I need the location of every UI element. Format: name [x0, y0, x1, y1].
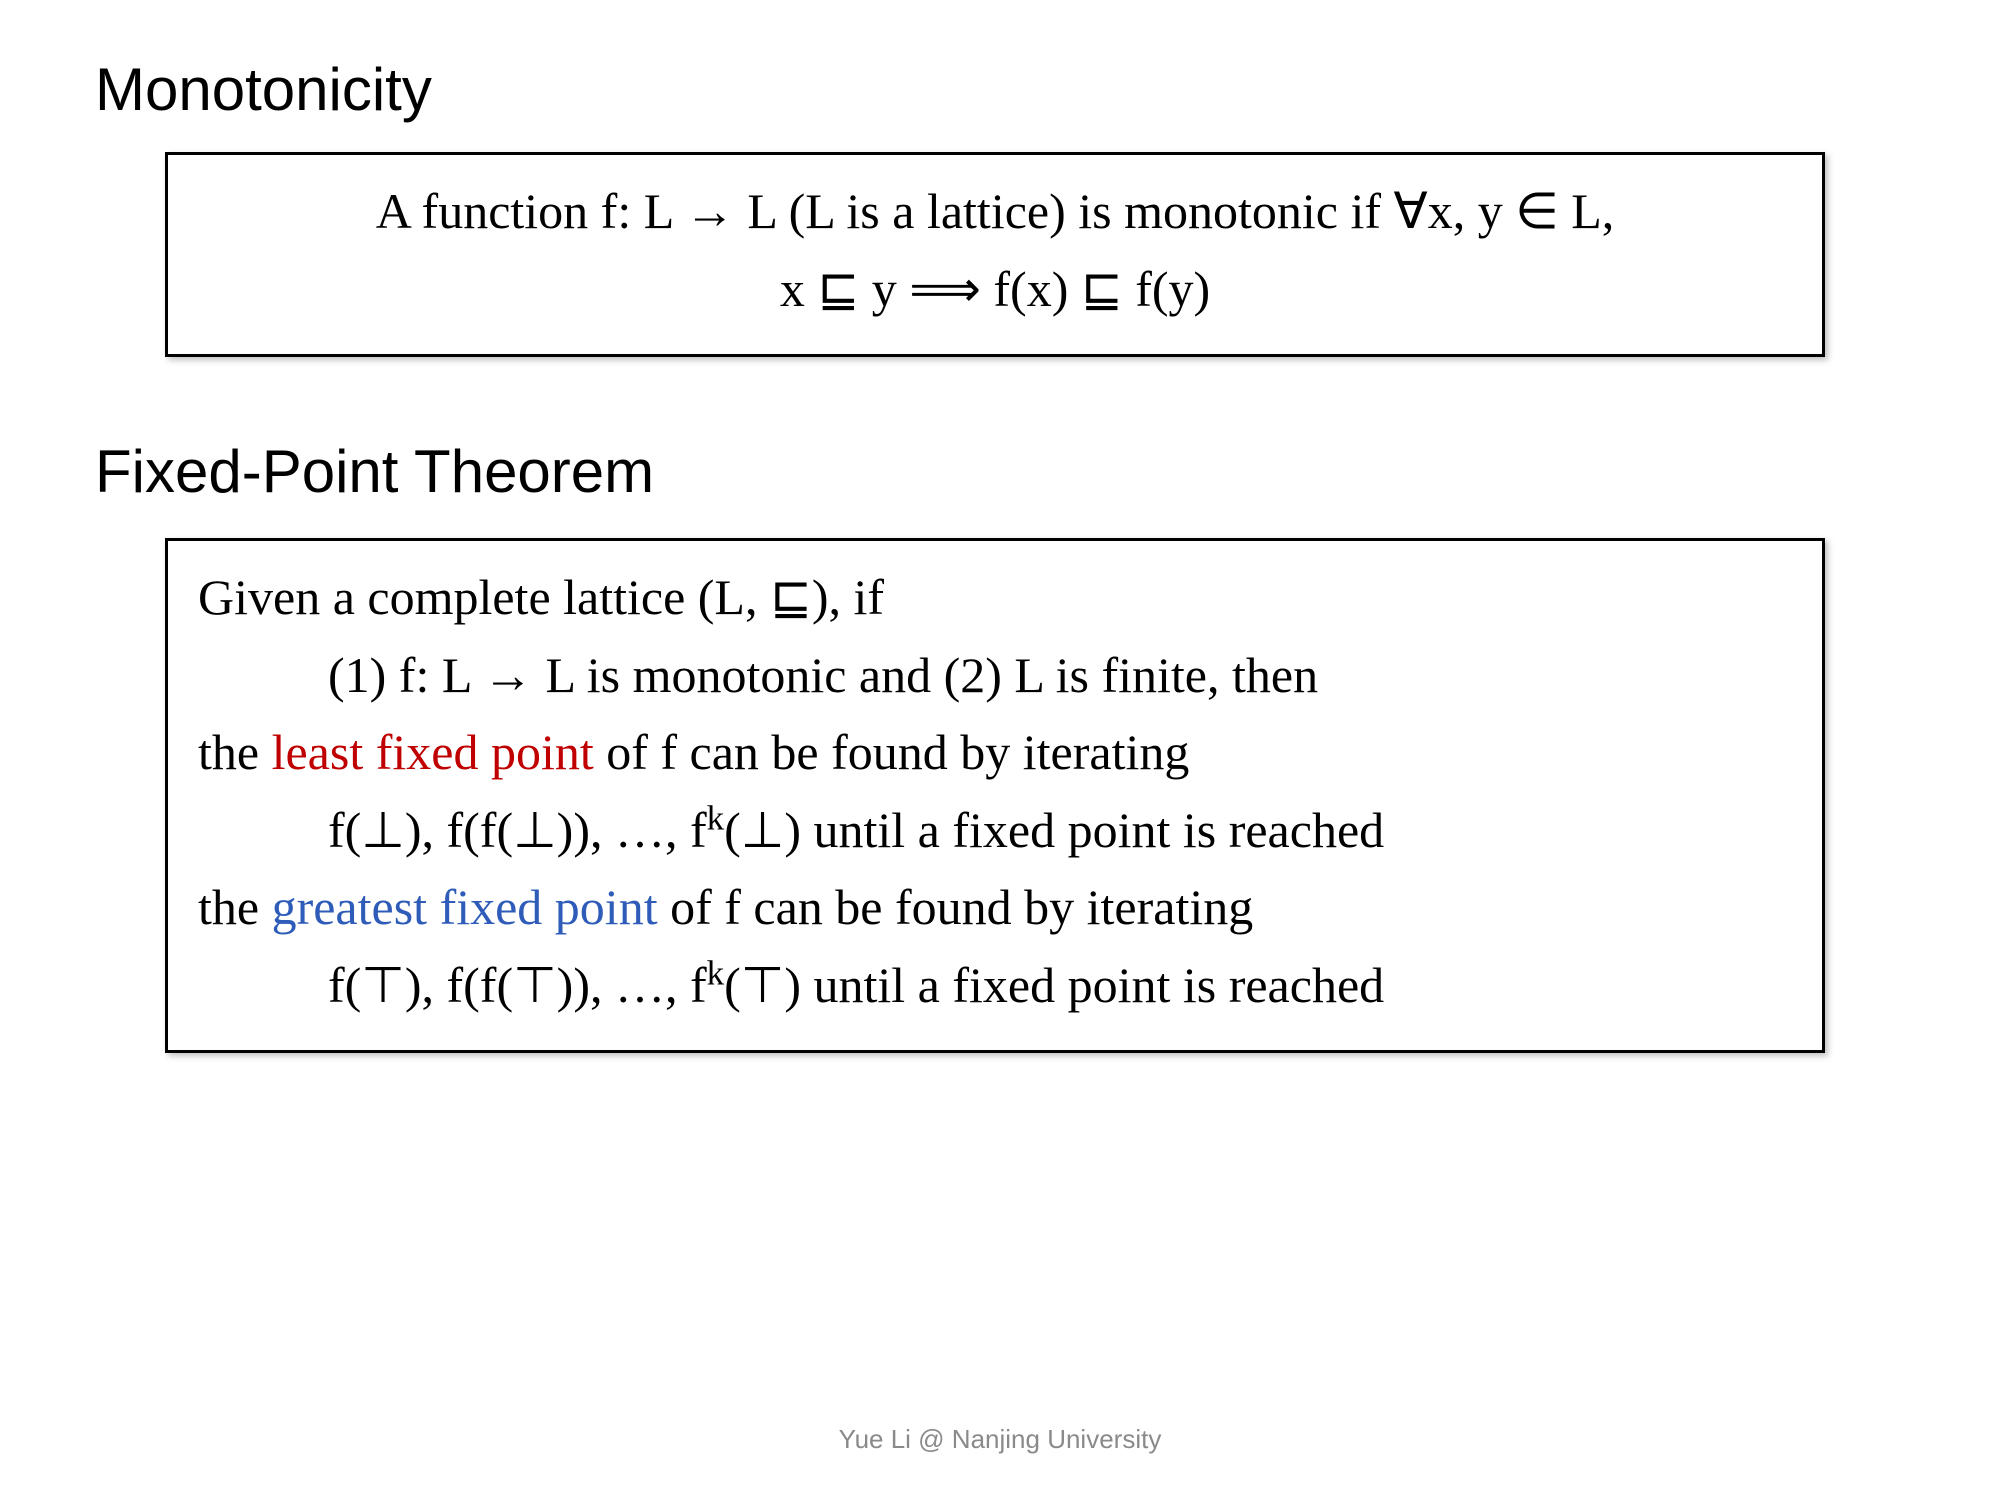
- monotonicity-box: A function f: L → L (L is a lattice) is …: [165, 152, 1825, 357]
- fp-line4: f(⊥), f(f(⊥)), …, fk(⊥) until a fixed po…: [198, 792, 1792, 870]
- heading-fixed-point: Fixed-Point Theorem: [95, 437, 1905, 506]
- fp-l5-a: the: [198, 879, 272, 935]
- mono-line1: A function f: L → L (L is a lattice) is …: [198, 173, 1792, 251]
- fp-l3-a: the: [198, 724, 272, 780]
- least-fixed-point-text: least fixed point: [272, 724, 594, 780]
- fp-line5: the greatest fixed point of f can be fou…: [198, 869, 1792, 947]
- fp-line2: (1) f: L → L is monotonic and (2) L is f…: [198, 637, 1792, 715]
- fp-l5-b: of f can be found by iterating: [658, 879, 1254, 935]
- slide: Monotonicity A function f: L → L (L is a…: [0, 0, 2000, 1500]
- footer-attribution: Yue Li @ Nanjing University: [0, 1424, 2000, 1455]
- fp-line1: Given a complete lattice (L, ⊑), if: [198, 559, 1792, 637]
- mono-line2: x ⊑ y ⟹ f(x) ⊑ f(y): [198, 251, 1792, 329]
- fixed-point-box: Given a complete lattice (L, ⊑), if (1) …: [165, 538, 1825, 1053]
- greatest-fixed-point-text: greatest fixed point: [272, 879, 658, 935]
- fp-l3-b: of f can be found by iterating: [594, 724, 1190, 780]
- fp-line3: the least fixed point of f can be found …: [198, 714, 1792, 792]
- heading-monotonicity: Monotonicity: [95, 55, 1905, 124]
- fp-line6: f(⊤), f(f(⊤)), …, fk(⊤) until a fixed po…: [198, 947, 1792, 1025]
